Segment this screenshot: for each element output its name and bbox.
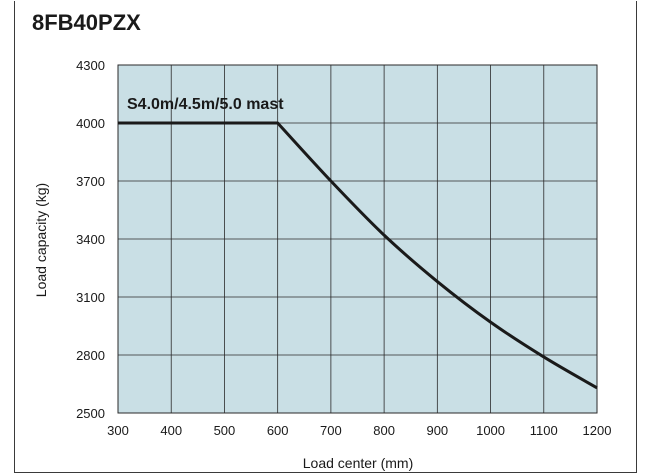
x-tick-label: 700 bbox=[320, 423, 342, 438]
x-tick-label: 600 bbox=[267, 423, 289, 438]
y-tick-label: 2800 bbox=[76, 348, 105, 363]
x-tick-label: 800 bbox=[373, 423, 395, 438]
x-tick-label: 1200 bbox=[583, 423, 612, 438]
x-tick-label: 1100 bbox=[530, 423, 558, 438]
y-tick-label: 2500 bbox=[76, 406, 105, 421]
y-tick-label: 3400 bbox=[76, 232, 105, 247]
y-tick-label: 4000 bbox=[76, 116, 105, 131]
y-tick-label: 3700 bbox=[76, 174, 105, 189]
x-axis-label: Load center (mm) bbox=[303, 455, 413, 471]
x-tick-label: 1000 bbox=[476, 423, 505, 438]
x-tick-label: 500 bbox=[214, 423, 236, 438]
x-tick-labels: 300 400 500 600 700 800 900 1000 1100 1200 bbox=[107, 423, 611, 438]
y-axis-label: Load capacity (kg) bbox=[33, 183, 49, 297]
x-tick-label: 300 bbox=[107, 423, 129, 438]
y-tick-label: 4300 bbox=[76, 58, 105, 73]
y-tick-label: 3100 bbox=[76, 290, 105, 305]
x-tick-label: 400 bbox=[160, 423, 182, 438]
chart-title: 8FB40PZX bbox=[32, 10, 141, 35]
series-line bbox=[118, 121, 598, 390]
y-tick-labels: 2500 2800 3100 3400 3700 4000 4300 bbox=[76, 58, 105, 421]
x-tick-label: 900 bbox=[426, 423, 448, 438]
chart-frame bbox=[14, 1, 637, 473]
annotation-mast: S4.0m/4.5m/5.0 mast bbox=[127, 96, 284, 113]
